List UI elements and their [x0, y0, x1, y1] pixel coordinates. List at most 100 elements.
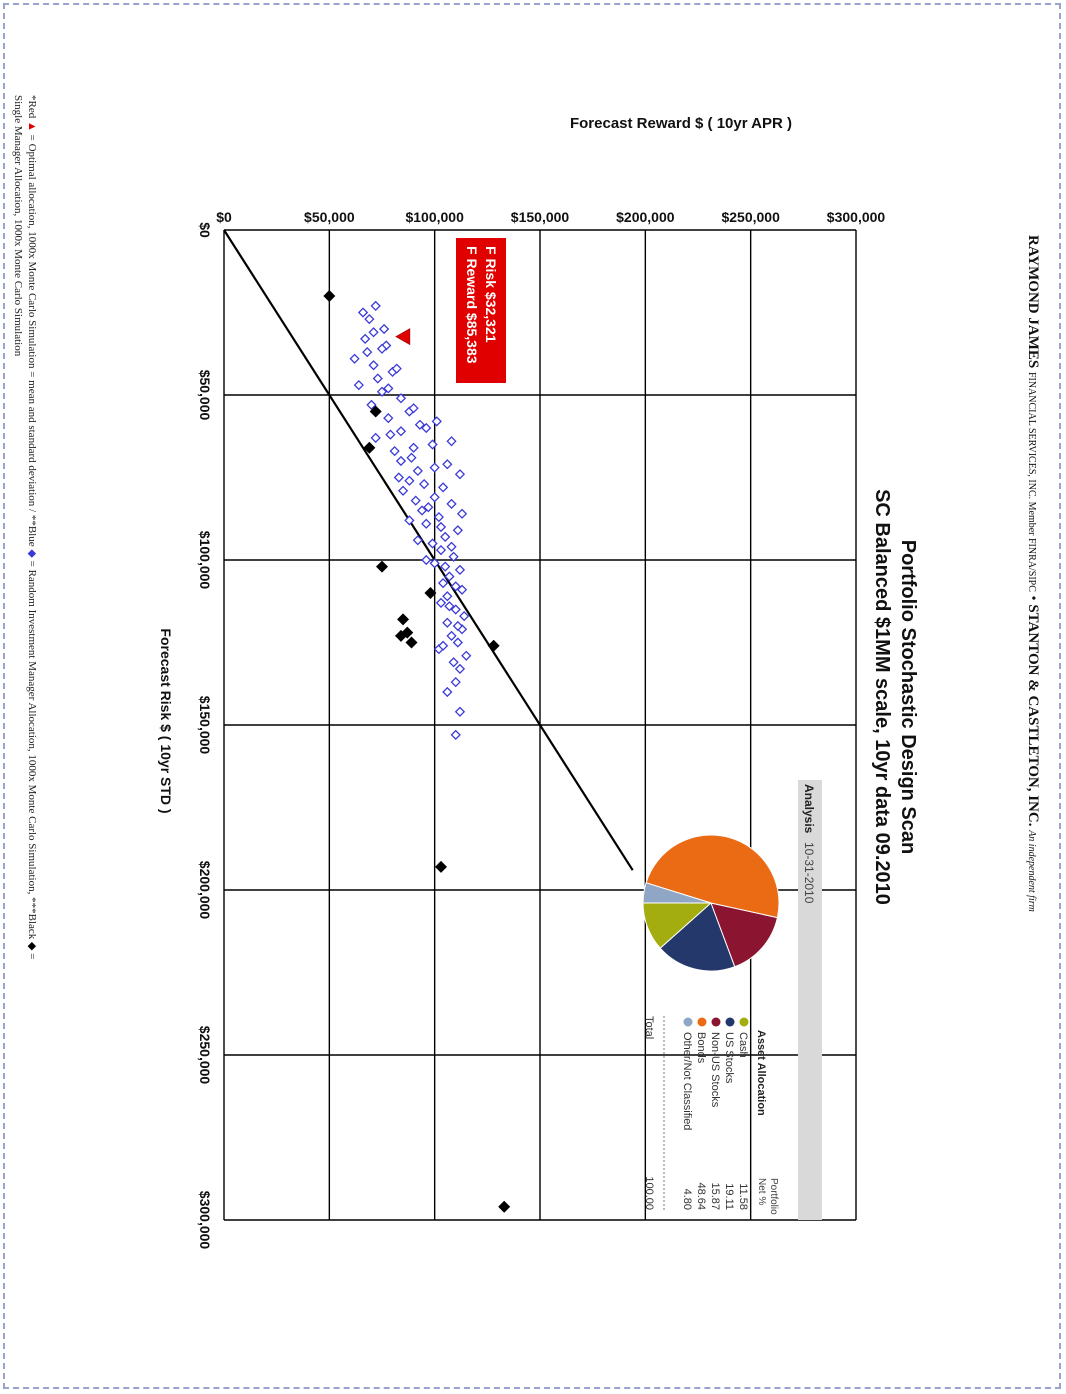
- random-allocation-point: [444, 571, 455, 582]
- legend-label-cash: Cash: [737, 1032, 749, 1058]
- y-tick-label: $100,000: [405, 209, 464, 225]
- single-manager-point: [405, 636, 418, 649]
- random-allocation-point: [349, 353, 360, 364]
- random-allocation-point: [450, 676, 461, 688]
- red-triangle-icon: ▲: [26, 121, 38, 132]
- footnote-line-2: Single Manager Allocation, 1000x Monte C…: [12, 95, 24, 357]
- single-manager-point: [424, 587, 437, 599]
- random-allocation-point: [442, 617, 453, 628]
- random-allocation-point: [391, 363, 402, 374]
- legend-swatch-non-us-stocks: [711, 1017, 721, 1027]
- allocation-col-header-2: Net %: [756, 1178, 767, 1205]
- optimal-label-background: [456, 238, 506, 383]
- single-manager-point: [376, 560, 388, 573]
- random-allocation-point: [376, 343, 388, 354]
- random-allocation-point: [435, 521, 447, 533]
- analysis-date: 10-31-2010: [802, 842, 816, 904]
- random-allocation-point: [421, 422, 432, 434]
- random-allocation-point: [429, 558, 440, 569]
- random-allocation-point: [360, 333, 371, 345]
- random-allocation-point: [368, 360, 379, 371]
- pie-slice-us-stocks: [659, 902, 736, 972]
- random-allocation-point: [404, 475, 415, 486]
- random-allocation-point: [370, 432, 381, 444]
- random-allocation-point: [421, 518, 432, 529]
- optimal-allocation-point: [395, 328, 411, 346]
- allocation-pie-chart: [642, 834, 780, 972]
- random-allocation-point: [450, 729, 461, 741]
- random-allocation-point: [454, 663, 466, 675]
- header-separator: •: [1025, 596, 1040, 601]
- random-allocation-point: [357, 307, 369, 318]
- plot-area: $0 $50,000 $100,000 $150,000 $200,000 $250,00…: [197, 209, 885, 1249]
- random-allocation-point: [446, 541, 457, 552]
- random-allocation-point: [389, 445, 400, 457]
- random-allocation-point: [442, 591, 453, 602]
- firm-name: RAYMOND JAMES: [1025, 235, 1041, 368]
- random-allocation-point: [442, 686, 453, 698]
- random-allocation-point: [446, 630, 457, 642]
- x-tick-label: $200,000: [197, 861, 213, 920]
- single-manager-point: [323, 290, 336, 302]
- random-allocation-point: [376, 386, 388, 397]
- random-allocation-point: [353, 379, 364, 391]
- random-allocation-point: [408, 403, 419, 414]
- random-allocation-point: [454, 564, 466, 576]
- single-manager-point: [487, 639, 500, 652]
- random-allocation-point: [446, 498, 457, 510]
- random-allocation-point: [454, 706, 466, 717]
- random-allocation-point: [444, 601, 455, 612]
- random-allocation-point: [372, 373, 383, 384]
- pie-slice-non-us-stocks: [710, 902, 779, 968]
- pie-slice-other-not-classified: [642, 882, 712, 904]
- firm-detail: FINANCIAL SERVICES, INC. Member FINRA/SI…: [1026, 372, 1037, 592]
- random-allocation-point: [408, 442, 419, 453]
- legend-swatch-cash: [739, 1017, 749, 1027]
- random-allocation-point: [410, 495, 421, 506]
- footnote-part-b: = Random Investment Manager Allocation, …: [26, 561, 38, 940]
- allocation-col-header-1: Portfolio: [768, 1178, 779, 1215]
- random-allocation-point: [437, 640, 449, 651]
- random-allocation-point: [414, 419, 426, 430]
- random-allocation-point: [435, 597, 447, 609]
- legend-swatch-us-stocks: [725, 1017, 735, 1027]
- random-allocation-point: [429, 462, 440, 473]
- legend-swatch-other-not-classified: [683, 1017, 693, 1027]
- partner-note: An independent firm: [1026, 829, 1037, 912]
- random-allocation-point: [406, 452, 417, 463]
- page-border: [3, 3, 1061, 1389]
- random-allocation-point: [446, 436, 457, 447]
- optimal-label-box: F Risk $32,321 F Reward $85,383: [456, 238, 506, 383]
- x-tick-label: $300,000: [197, 1191, 213, 1250]
- random-allocation-point: [450, 604, 461, 615]
- random-allocation-point: [362, 346, 373, 358]
- single-manager-point: [363, 441, 376, 454]
- random-allocation-point: [370, 300, 381, 312]
- random-allocation-point: [404, 515, 415, 526]
- random-allocation-point: [429, 492, 440, 503]
- y-tick-label: $250,000: [721, 209, 780, 225]
- legend-value-bonds: 48.64: [695, 1182, 707, 1210]
- random-allocation-point: [427, 538, 438, 549]
- random-allocation-point: [452, 637, 463, 648]
- random-allocation-point: [454, 469, 466, 480]
- x-tick-label: $100,000: [197, 531, 213, 590]
- legend-label-bonds: Bonds: [695, 1032, 707, 1064]
- blue-diamond-icon: ◆: [26, 549, 38, 558]
- random-allocation-point: [416, 505, 428, 516]
- chart-subtitle: SC Balanced $1MM scale, 10yr data 09.201…: [871, 489, 893, 905]
- footnote: *Red ▲ = Optimal allocation, 1000x Monte…: [12, 95, 38, 959]
- total-value: 100.00: [643, 1176, 655, 1210]
- y-tick-label: $300,000: [827, 209, 886, 225]
- single-manager-point: [498, 1200, 511, 1213]
- y-tick-label: $0: [216, 209, 232, 225]
- total-label: Total: [643, 1016, 655, 1039]
- random-allocation-point: [461, 650, 472, 661]
- single-manager-point: [434, 860, 447, 873]
- random-allocation-point: [448, 657, 459, 668]
- footnote-red-prefix: *Red: [26, 95, 38, 119]
- random-allocation-point: [437, 482, 449, 493]
- x-tick-label: $0: [197, 222, 213, 238]
